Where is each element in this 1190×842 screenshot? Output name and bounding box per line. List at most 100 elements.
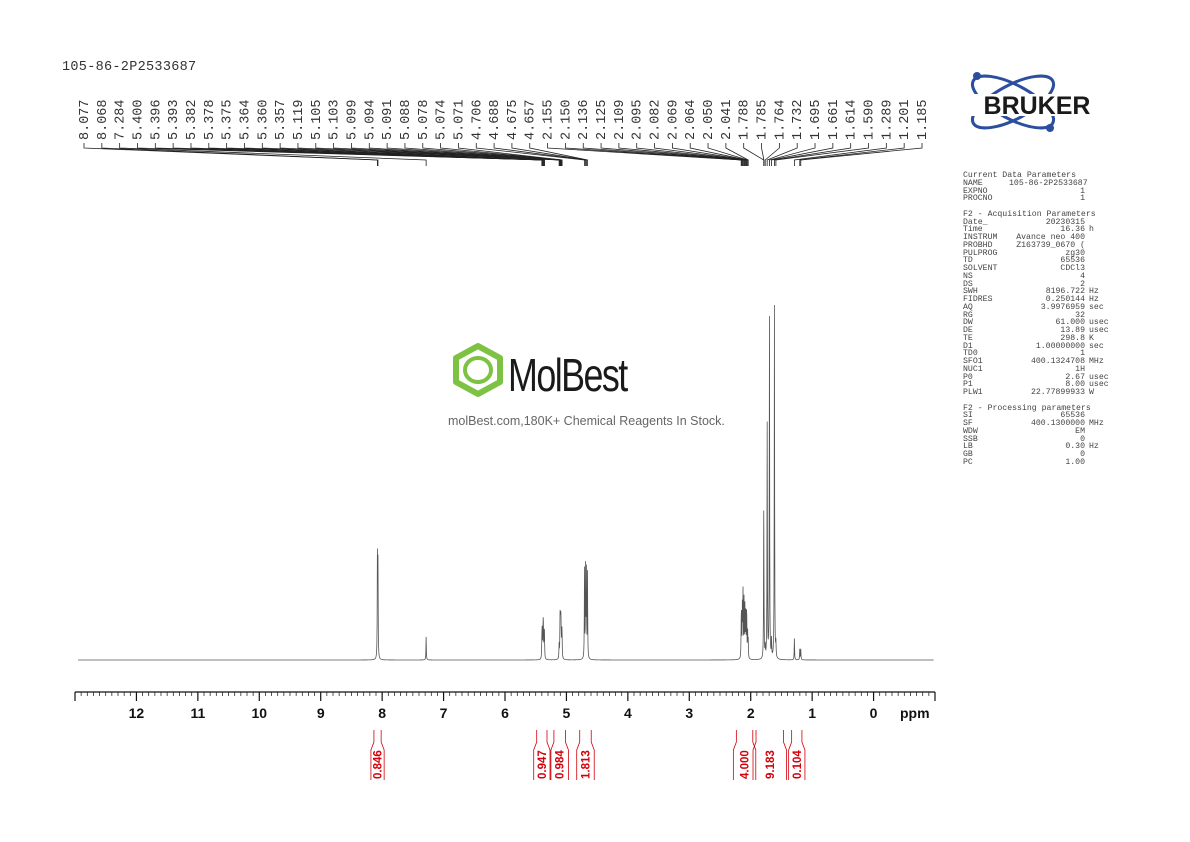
x-tick-label: 8 [378, 705, 386, 721]
parameter-value: 3.9976959 [1040, 302, 1085, 312]
parameter-key: WDW [963, 426, 978, 436]
parameter-unit: sec [1089, 341, 1104, 351]
parameter-row: SFO1 400.1324708 MHz [963, 358, 1113, 366]
peak-label-connector [769, 143, 816, 166]
parameter-value: 0 [1080, 434, 1085, 444]
parameter-row: NS 4 [963, 272, 1113, 281]
peak-label-connector [493, 143, 586, 166]
integral-value: 1.813 [580, 750, 592, 779]
peak-labels: 8.077 8.068 7.284 5.400 5.396 5.393 5.382 5.378… [78, 99, 931, 166]
x-axis-label: ppm [900, 705, 930, 721]
peak-label-connector [636, 143, 746, 166]
parameter-row: INSTRUM Avance neo 400 [963, 234, 1113, 242]
parameter-key: P0 [963, 372, 973, 382]
integral-bracket-left [533, 730, 538, 780]
peak-label-connector [279, 143, 545, 166]
integral-value: 0.947 [537, 750, 549, 779]
parameter-value: 0.250144 [1045, 295, 1085, 304]
parameter-row: GB 0 [963, 451, 1113, 459]
parameter-key: DE [963, 326, 973, 335]
parameter-value: zg30 [1065, 248, 1085, 258]
peak-label: 5.071 [452, 99, 467, 140]
peak-label-connector [793, 143, 887, 166]
parameter-value: 16.36 [1060, 225, 1085, 235]
peak-label: 5.382 [185, 99, 200, 140]
parameter-row: PC 1.00 [963, 458, 1113, 467]
parameter-value: 61.000 [1055, 318, 1085, 328]
x-tick-label: 10 [251, 705, 267, 721]
molbest-hexagon-icon [453, 343, 503, 397]
parameter-section: F2 - Processing parameters SI 65536 SF 400.1… [963, 404, 1113, 467]
sample-id: 105-86-2P2533687 [62, 60, 197, 75]
parameter-value: 1.00000000 [1035, 341, 1085, 351]
peak-label: 1.695 [809, 99, 824, 140]
parameter-key: DS [963, 279, 973, 289]
parameter-key: Time [963, 225, 983, 235]
peak-label: 4.688 [488, 99, 503, 140]
parameter-unit: W [1089, 388, 1094, 397]
integral-bracket-left [576, 730, 581, 780]
spectrum-trace [78, 304, 934, 661]
parameter-row: SI 65536 [963, 412, 1113, 420]
peak-label: 5.078 [417, 99, 432, 140]
parameter-row: LB 0.30 Hz [963, 443, 1113, 451]
parameter-row: PULPROG zg30 [963, 248, 1113, 258]
parameter-value: 8.00 [1065, 380, 1085, 390]
peak-label: 5.378 [203, 99, 218, 140]
peak-label-connector [511, 143, 587, 166]
integral-bracket-left [550, 730, 555, 780]
parameter-value: 105-86-2P2533687 [1009, 178, 1088, 188]
integral-bracket-right [783, 730, 787, 780]
peak-label-connector [774, 143, 852, 166]
peak-label: 5.396 [149, 99, 164, 140]
integral-value: 0.104 [792, 750, 804, 779]
integral-bracket-left [370, 730, 375, 780]
parameter-key: SWH [963, 287, 978, 297]
parameter-value: EM [1075, 426, 1085, 436]
peak-label-connector [707, 143, 749, 166]
parameter-key: DW [963, 318, 973, 328]
parameter-row: WDW EM [963, 426, 1113, 436]
parameter-key: INSTRUM [963, 233, 998, 242]
integral-bracket-right [590, 730, 595, 780]
parameter-key: NAME [963, 178, 983, 188]
peak-label: 5.094 [363, 99, 378, 140]
x-tick-label: 1 [808, 705, 816, 721]
peak-label: 4.706 [470, 99, 485, 140]
peak-label: 2.050 [702, 99, 717, 140]
parameter-value: CDCl3 [1060, 264, 1085, 273]
parameter-key: LB [963, 442, 973, 452]
peak-label: 5.103 [328, 99, 343, 140]
svg-text:BRUKER: BRUKER [984, 92, 1091, 120]
parameter-value: 400.1324708 [1030, 357, 1085, 366]
peak-label: 5.091 [381, 99, 396, 140]
peak-label-connector [618, 143, 745, 166]
parameter-value: 8196.722 [1045, 287, 1085, 297]
peak-label-connector [565, 143, 742, 166]
peak-label: 4.675 [506, 99, 521, 140]
peak-label: 7.284 [114, 99, 129, 140]
parameter-unit: Hz [1089, 287, 1099, 297]
parameter-value: 1 [1080, 186, 1085, 196]
x-tick-label: 2 [747, 705, 755, 721]
peak-label: 1.289 [880, 99, 895, 140]
parameter-key: D1 [963, 341, 973, 351]
parameter-value: 400.1300000 [1030, 419, 1085, 428]
parameter-row: NAME 105-86-2P2533687 [963, 178, 1113, 188]
peak-label: 5.119 [292, 99, 307, 140]
parameter-key: PROBHD [963, 240, 993, 250]
integral-value: 4.000 [740, 750, 752, 779]
parameter-key: FIDRES [963, 295, 993, 304]
parameter-unit: Hz [1089, 442, 1099, 452]
x-tick-label: 5 [563, 705, 571, 721]
peak-label-connector [689, 143, 748, 166]
parameter-key: Date_ [963, 217, 988, 227]
parameter-row: TD 65536 [963, 257, 1113, 265]
peak-label: 1.764 [773, 99, 788, 140]
peak-label: 2.150 [559, 99, 574, 140]
x-tick-label: 7 [440, 705, 448, 721]
parameter-row: P1 8.00 usec [963, 381, 1113, 389]
peak-label: 5.364 [238, 99, 253, 140]
peak-label: 5.375 [221, 99, 236, 140]
